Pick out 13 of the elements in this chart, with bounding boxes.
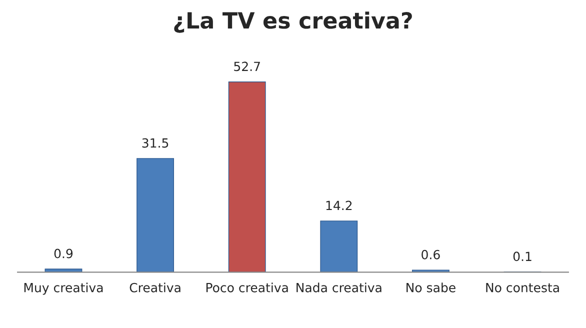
x-tick-label: Muy creativa	[24, 282, 103, 295]
data-label: 0.6	[422, 250, 440, 260]
x-tick-label: Creativa	[130, 282, 180, 292]
data-label: 0.1	[513, 252, 532, 262]
data-label: 52.7	[234, 62, 260, 72]
x-tick-label: No contesta	[486, 283, 559, 292]
data-label: 31.5	[142, 138, 168, 148]
chart-title: ¿La TV es creativa?	[174, 12, 412, 33]
x-tick-label: No sabe	[406, 282, 456, 292]
x-tick-label: Poco creativa	[206, 282, 288, 292]
data-label: 14.2	[326, 200, 352, 210]
data-label: 0.9	[54, 248, 73, 258]
x-tick-label: Nada creativa	[296, 282, 382, 292]
